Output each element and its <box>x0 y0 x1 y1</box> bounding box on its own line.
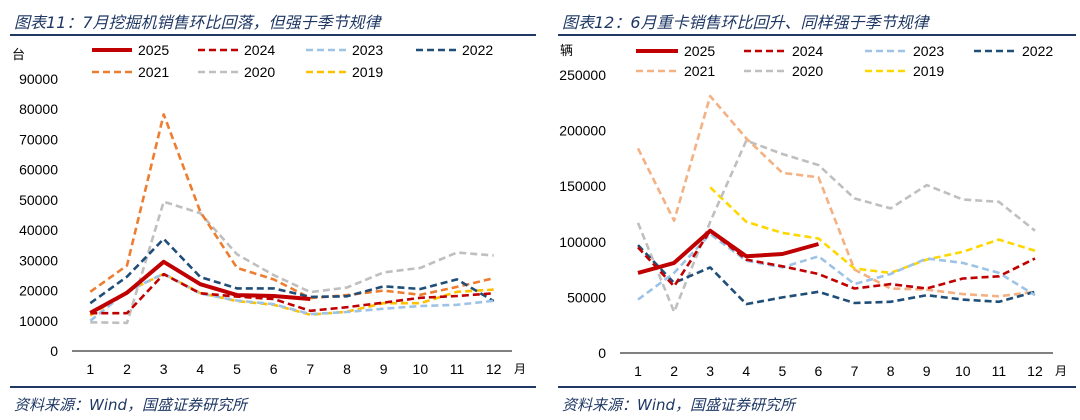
chart-title-bar: 图表11：7月挖掘机销售环比回落，但强于季节规律 <box>10 6 536 36</box>
source-note: 资料来源：Wind，国盛证券研究所 <box>14 396 248 414</box>
y-tick-label: 50000 <box>19 192 58 208</box>
x-tick-label: 2 <box>123 361 131 377</box>
legend-label: 2024 <box>244 42 275 58</box>
x-tick-label: 1 <box>86 361 94 377</box>
x-tick-label: 6 <box>270 361 278 377</box>
legend-label: 2022 <box>1022 43 1053 59</box>
x-tick-label: 8 <box>887 363 895 379</box>
series-line-2021 <box>89 113 494 300</box>
excavator-sales-panel: 图表11：7月挖掘机销售环比回落，但强于季节规律 台 0 10000 20000 300… <box>10 6 536 418</box>
y-tick-label: 0 <box>50 343 58 359</box>
x-tick-label: 1 <box>634 363 642 379</box>
chart-title-bar: 图表12：6月重卡销售环比回升、同样强于季节规律 <box>558 6 1076 36</box>
y-tick-label: 50000 <box>567 289 606 305</box>
x-axis-unit-label: 月 <box>1055 364 1067 378</box>
legend-label: 2021 <box>684 63 715 79</box>
series-line-2020 <box>90 200 494 325</box>
y-tick-label: 80000 <box>19 101 58 117</box>
x-axis-unit-label: 月 <box>514 362 526 376</box>
excavator-sales-chart: 台 0 10000 20000 30000 40000 50000 60000 70000 800… <box>12 42 526 377</box>
heavy-truck-sales-panel: 图表12：6月重卡销售环比回升、同样强于季节规律 辆 0 50000 100000 15… <box>548 0 1080 420</box>
legend-label: 2021 <box>138 64 169 80</box>
legend-label: 2020 <box>792 63 823 79</box>
y-tick-label: 0 <box>598 345 606 361</box>
y-tick-label: 40000 <box>19 222 58 238</box>
y-tick-label: 150000 <box>559 178 606 194</box>
series-line-2025 <box>637 228 820 275</box>
y-tick-label: 60000 <box>19 162 58 178</box>
x-tick-label: 9 <box>380 361 388 377</box>
x-tick-label: 4 <box>742 363 750 379</box>
x-tick-label: 10 <box>955 363 971 379</box>
source-bar: 资料来源：Wind，国盛证券研究所 <box>10 386 536 418</box>
x-tick-label: 6 <box>815 363 823 379</box>
series-line-2020 <box>636 139 1036 314</box>
source-bar: 资料来源：Wind，国盛证券研究所 <box>558 386 1076 418</box>
chart-title: 图表11：7月挖掘机销售环比回落，但强于季节规律 <box>14 13 381 32</box>
y-tick-label: 200000 <box>559 123 606 139</box>
legend-label: 2023 <box>352 42 383 58</box>
y-tick-label: 30000 <box>19 252 58 268</box>
series-line-2024 <box>90 272 494 315</box>
series-line-2021 <box>636 94 1036 298</box>
y-tick-label: 70000 <box>19 131 58 147</box>
series-line-2022 <box>637 244 1036 306</box>
series-line-2019 <box>709 186 1036 275</box>
legend-label: 2020 <box>244 64 275 80</box>
x-tick-label: 4 <box>196 361 204 377</box>
legend-label: 2019 <box>352 64 383 80</box>
x-tick-label: 3 <box>706 363 714 379</box>
y-tick-label: 20000 <box>19 283 58 299</box>
series-line-2024 <box>637 229 1036 290</box>
x-tick-label: 7 <box>306 361 314 377</box>
legend-label: 2025 <box>138 42 169 58</box>
x-tick-label: 5 <box>778 363 786 379</box>
y-tick-label: 90000 <box>19 71 58 87</box>
chart-title: 图表12：6月重卡销售环比回升、同样强于季节规律 <box>562 13 929 32</box>
x-tick-label: 3 <box>160 361 168 377</box>
x-tick-label: 8 <box>343 361 351 377</box>
x-tick-label: 12 <box>1027 363 1043 379</box>
x-tick-label: 2 <box>670 363 678 379</box>
legend-label: 2025 <box>684 43 715 59</box>
series-line-2025 <box>89 259 311 315</box>
y-axis-unit-label: 辆 <box>560 43 573 58</box>
y-tick-label: 250000 <box>559 67 606 83</box>
x-tick-label: 5 <box>233 361 241 377</box>
x-tick-label: 11 <box>992 363 1007 379</box>
legend-label: 2024 <box>792 43 823 59</box>
series-line-2022 <box>89 237 495 305</box>
x-tick-label: 9 <box>923 363 931 379</box>
series-line-2023 <box>89 272 494 322</box>
source-note: 资料来源：Wind，国盛证券研究所 <box>562 396 796 414</box>
legend-label: 2019 <box>913 63 944 79</box>
y-tick-label: 10000 <box>19 313 58 329</box>
x-tick-label: 7 <box>851 363 859 379</box>
x-tick-label: 10 <box>413 361 429 377</box>
x-tick-label: 12 <box>486 361 502 377</box>
legend-label: 2023 <box>913 43 944 59</box>
y-tick-label: 100000 <box>559 234 606 250</box>
legend-label: 2022 <box>462 42 493 58</box>
series-line-2023 <box>637 232 1036 301</box>
x-tick-label: 11 <box>450 361 465 377</box>
y-axis-unit-label: 台 <box>12 47 25 62</box>
